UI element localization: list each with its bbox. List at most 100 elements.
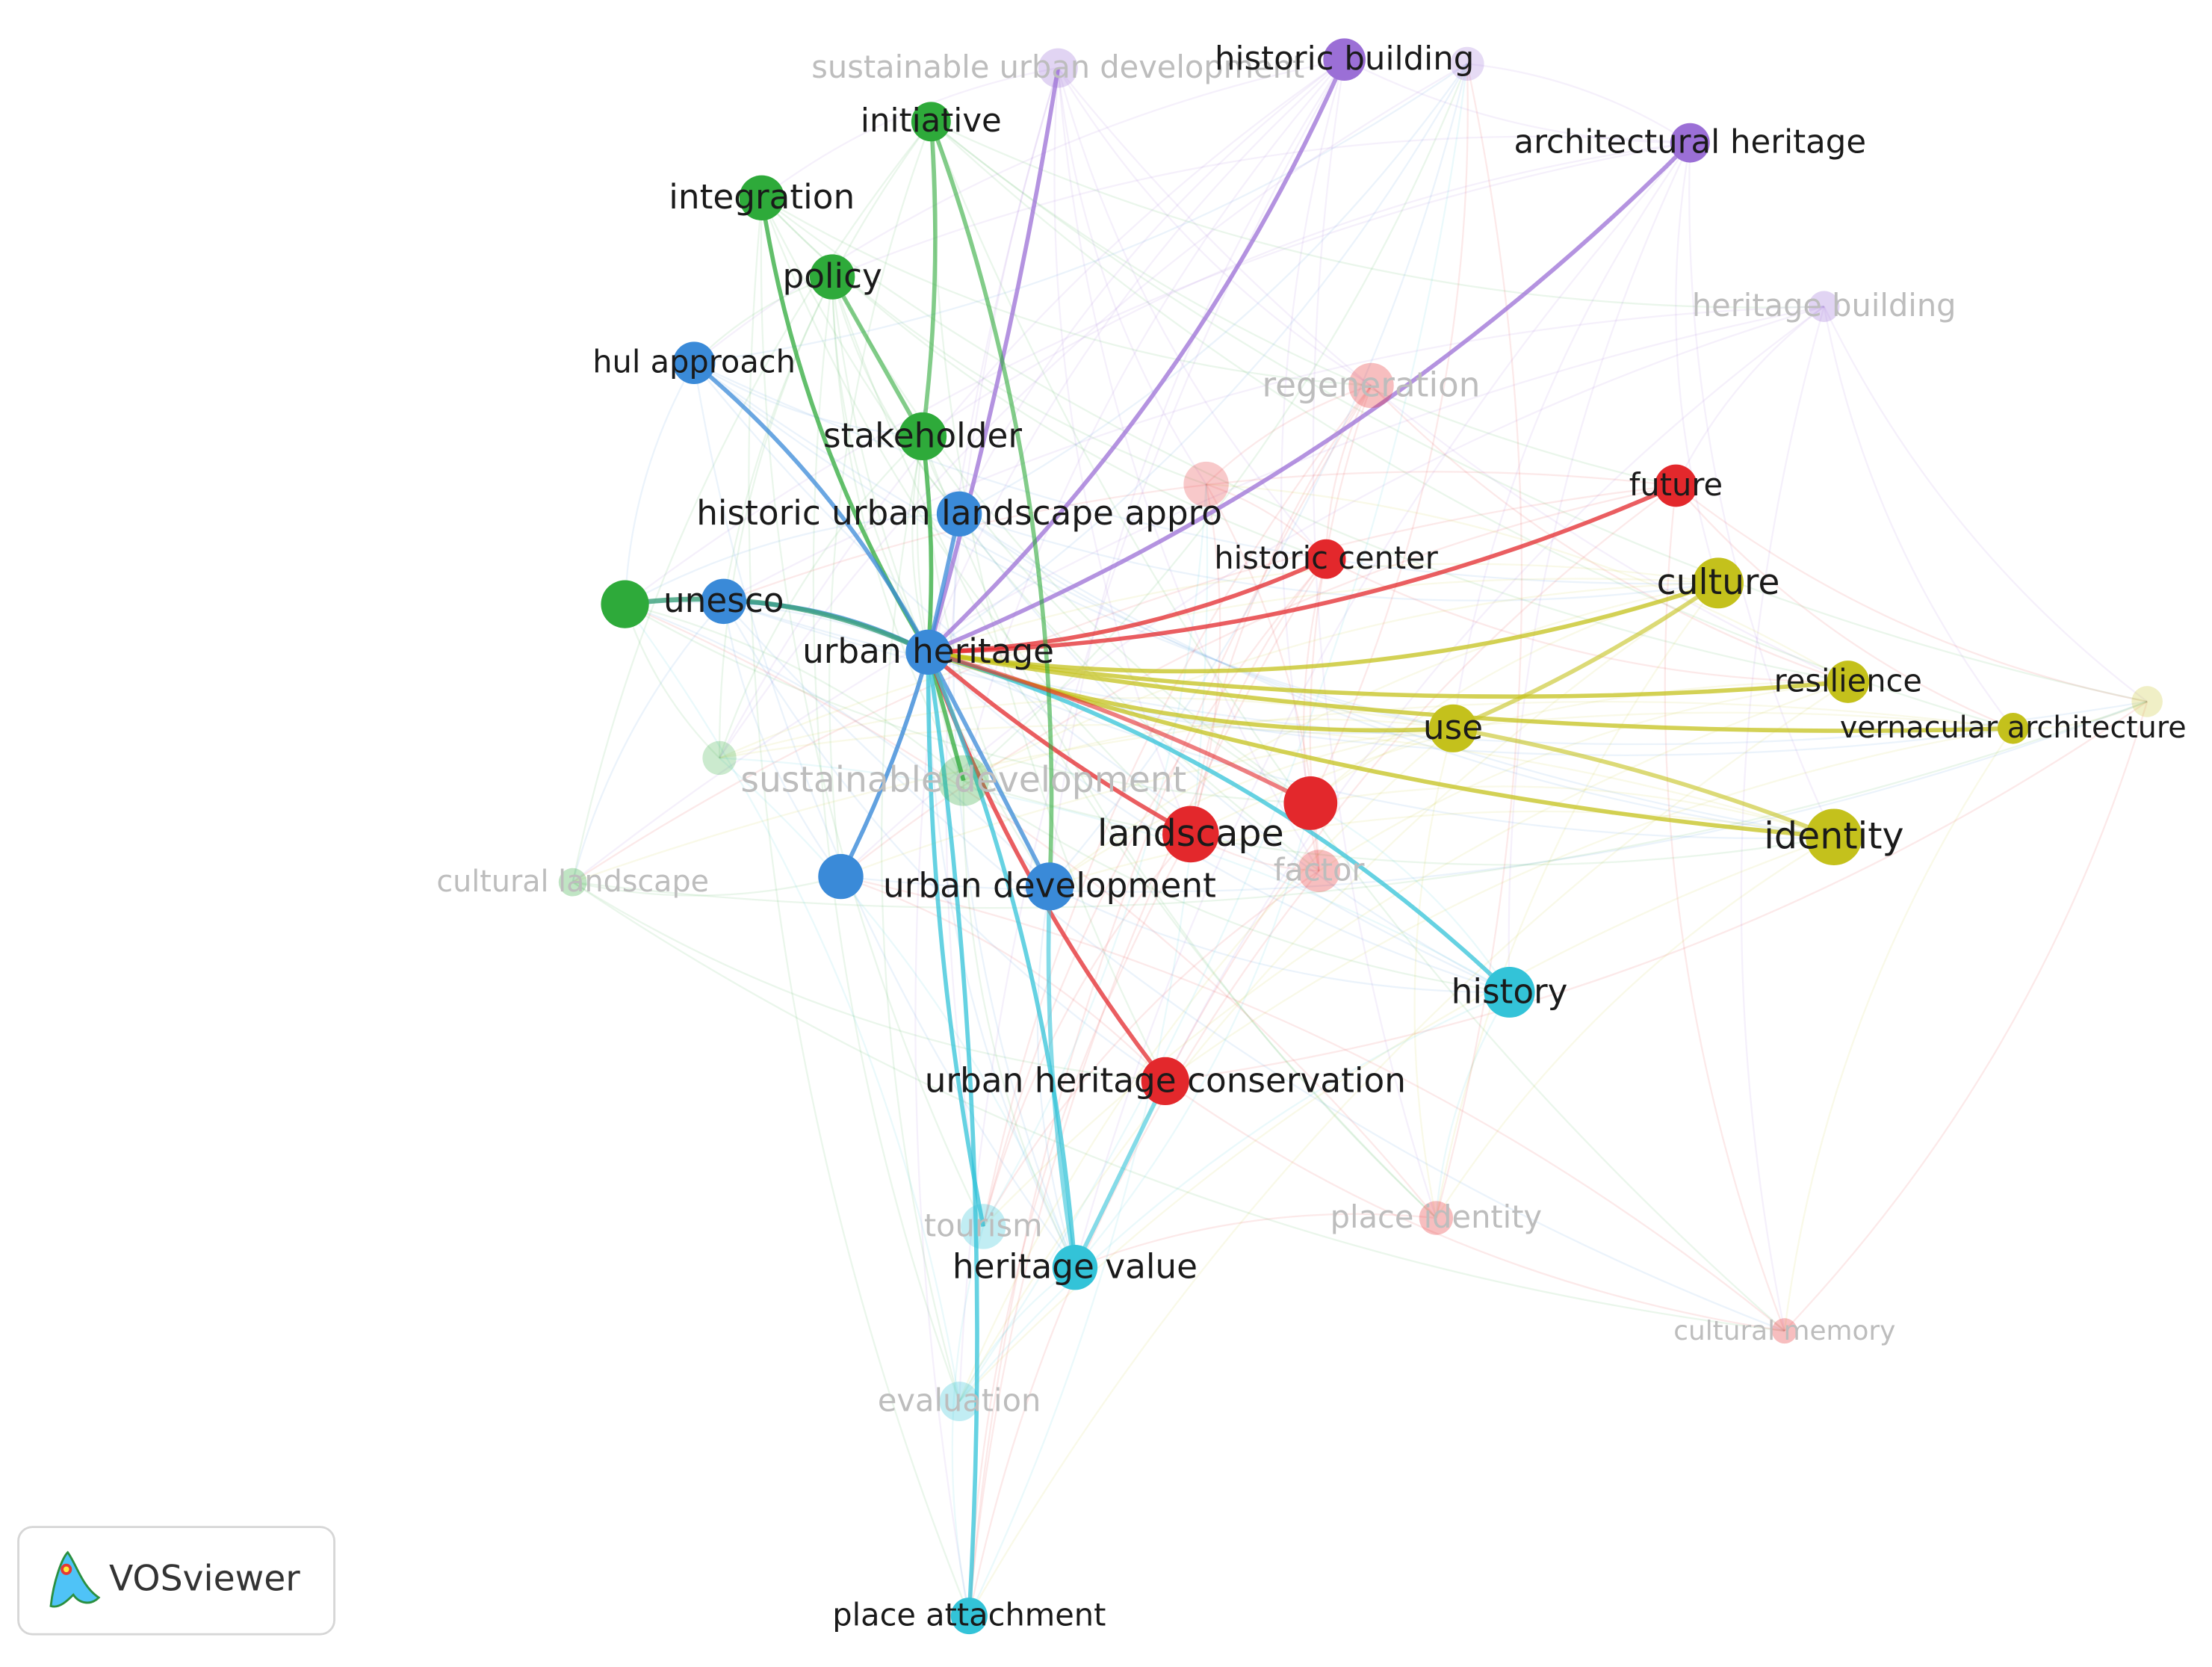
- background-edge: [1370, 385, 1849, 683]
- node: [1484, 966, 1535, 1018]
- background-edge: [958, 727, 1454, 1402]
- background-edge: [831, 276, 929, 653]
- edge: [927, 141, 1692, 655]
- node: [1052, 1244, 1098, 1290]
- background-edge: [968, 385, 1372, 1616]
- node: [938, 755, 989, 806]
- background-edge: [951, 1226, 985, 1616]
- background-edge: [928, 651, 1454, 734]
- background-edge: [719, 757, 1511, 993]
- node-label: tourism: [924, 1207, 1043, 1243]
- background-edge: [693, 362, 1454, 729]
- logo-text: VOSviewer: [109, 1558, 300, 1599]
- background-edge: [1783, 701, 2149, 1332]
- background-edge: [693, 362, 1719, 585]
- background-edge: [1675, 485, 2014, 729]
- node: [558, 867, 587, 897]
- background-edge: [1319, 681, 1848, 872]
- background-edge: [572, 881, 1165, 1083]
- background-edge: [968, 833, 1192, 1616]
- node: [1298, 850, 1340, 892]
- node-label: place attachment: [832, 1597, 1106, 1633]
- edge: [1452, 726, 1835, 839]
- background-edge: [1280, 59, 1345, 804]
- background-edge: [1057, 67, 1207, 485]
- background-edge: [571, 306, 1824, 883]
- node-label: factor: [1274, 851, 1366, 888]
- background-edge: [719, 578, 1719, 759]
- background-edge: [911, 436, 929, 653]
- background-edge: [1164, 485, 1677, 1082]
- node: [1323, 38, 1366, 81]
- background-edge: [958, 513, 1719, 601]
- node: [936, 491, 982, 536]
- background-edge: [962, 780, 1076, 1268]
- background-edge: [719, 436, 923, 758]
- background-edge: [1057, 67, 1320, 872]
- node-label: integration: [669, 177, 855, 217]
- background-edge: [760, 197, 1206, 486]
- edge: [693, 361, 931, 654]
- node-label: evaluation: [878, 1382, 1041, 1418]
- logo-icon-dot: [63, 1566, 69, 1573]
- background-edge: [1074, 142, 1691, 1268]
- background-edge: [958, 582, 1719, 1402]
- background-edge: [1036, 886, 1076, 1268]
- background-edge: [1435, 836, 1835, 1219]
- node: [1428, 704, 1478, 752]
- node-label: resilience: [1774, 662, 1922, 699]
- background-edge: [828, 121, 932, 877]
- background-edge: [958, 836, 1835, 1402]
- node-label: regeneration: [1263, 365, 1481, 404]
- node: [1827, 661, 1870, 703]
- background-edge: [1049, 810, 1835, 888]
- background-edge: [1435, 64, 1523, 1219]
- node: [905, 629, 951, 675]
- background-edge: [958, 58, 1345, 515]
- background-edge: [571, 121, 932, 882]
- background-edge: [831, 276, 1437, 1219]
- edge: [625, 596, 929, 655]
- background-edge: [1413, 728, 1454, 1219]
- background-edge: [1164, 306, 1825, 1082]
- background-edge: [963, 779, 1510, 994]
- background-edge: [1664, 485, 1785, 1332]
- background-edge: [1165, 701, 2148, 1083]
- background-edge: [1435, 582, 1719, 1219]
- background-edge: [927, 63, 1468, 653]
- background-edge: [1325, 385, 1372, 560]
- node: [601, 580, 649, 628]
- background-edge: [572, 700, 2148, 909]
- background-edge: [1074, 1213, 1437, 1269]
- background-edge: [761, 197, 1849, 683]
- background-edge: [761, 197, 1372, 387]
- background-edge: [624, 603, 961, 1402]
- background-edge: [982, 484, 1207, 1227]
- background-edge: [840, 875, 1785, 1332]
- edge: [927, 650, 1511, 994]
- background-edge: [1823, 306, 2014, 729]
- background-edge: [624, 604, 720, 759]
- background-edge: [916, 436, 964, 782]
- edge: [838, 652, 931, 878]
- background-edge: [922, 142, 1691, 437]
- background-edge: [693, 63, 1468, 364]
- node-label: identity: [1764, 814, 1903, 858]
- node: [702, 740, 737, 776]
- edge: [926, 58, 1347, 654]
- background-edge: [1074, 802, 1312, 1268]
- node: [1038, 48, 1078, 88]
- background-edge: [921, 436, 1437, 1219]
- logo: VOSviewer: [17, 1526, 335, 1636]
- background-edge: [963, 718, 1454, 782]
- background-edge: [722, 121, 932, 602]
- node-label: historic urban landscape appro: [696, 493, 1222, 533]
- node-label: unesco: [663, 581, 784, 620]
- background-edge: [1688, 143, 1835, 838]
- background-edge: [1310, 802, 1511, 993]
- background-edge: [1466, 63, 1691, 144]
- background-edge: [1165, 727, 2013, 1082]
- background-edge: [719, 757, 1076, 1268]
